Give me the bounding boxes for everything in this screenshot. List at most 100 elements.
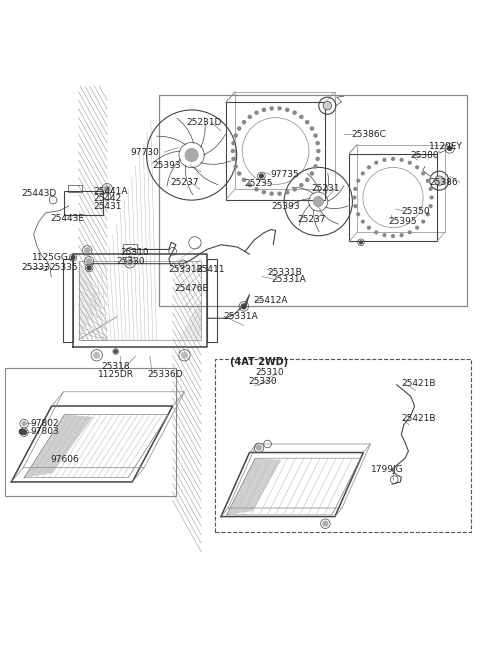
Bar (159, 95, 467, 306)
Circle shape (238, 127, 241, 130)
Text: 25231D: 25231D (187, 118, 222, 127)
Text: 97730: 97730 (131, 148, 159, 157)
Text: 25237: 25237 (170, 178, 199, 187)
Circle shape (22, 430, 26, 435)
Circle shape (383, 234, 386, 236)
Bar (64, 191, 103, 215)
Circle shape (448, 147, 452, 151)
Circle shape (232, 158, 235, 160)
Circle shape (323, 101, 332, 110)
Circle shape (357, 180, 360, 182)
Circle shape (104, 186, 110, 192)
Bar (215, 359, 471, 532)
Text: 25443E: 25443E (50, 214, 84, 223)
Bar (357, 145, 445, 233)
Text: 25333: 25333 (22, 264, 50, 273)
Circle shape (185, 149, 198, 162)
Circle shape (368, 166, 370, 169)
Circle shape (306, 121, 309, 124)
Circle shape (270, 192, 273, 195)
Text: 25318: 25318 (101, 362, 130, 371)
Circle shape (293, 188, 296, 191)
Circle shape (255, 188, 258, 191)
Text: 25331A: 25331A (223, 312, 258, 321)
Text: 25335: 25335 (49, 264, 78, 273)
Circle shape (181, 353, 187, 358)
Circle shape (231, 149, 234, 152)
Circle shape (232, 141, 235, 145)
Circle shape (314, 165, 317, 168)
Bar (62, 259, 73, 342)
Circle shape (426, 180, 429, 182)
Bar (68, 185, 82, 192)
Bar (79, 262, 201, 340)
Polygon shape (179, 300, 201, 340)
Text: 25331B: 25331B (169, 266, 204, 275)
Circle shape (361, 220, 364, 223)
Bar (79, 262, 201, 340)
Text: 25330: 25330 (248, 377, 276, 386)
Text: 25393: 25393 (271, 202, 300, 211)
Circle shape (242, 121, 245, 124)
Circle shape (361, 172, 364, 175)
Circle shape (375, 231, 378, 234)
Text: (4AT 2WD): (4AT 2WD) (229, 357, 288, 368)
Circle shape (278, 107, 281, 110)
Circle shape (300, 183, 303, 187)
Circle shape (311, 172, 313, 175)
Text: 25380: 25380 (411, 151, 439, 160)
Circle shape (263, 191, 265, 194)
Circle shape (416, 166, 419, 169)
Polygon shape (24, 415, 93, 477)
Text: 25386C: 25386C (351, 130, 386, 139)
Text: 25350: 25350 (401, 207, 430, 216)
Circle shape (255, 111, 258, 114)
Circle shape (375, 162, 378, 164)
Circle shape (306, 178, 309, 182)
Circle shape (260, 174, 263, 178)
Text: 97735: 97735 (271, 171, 300, 180)
Circle shape (408, 162, 411, 164)
Polygon shape (79, 262, 101, 340)
Circle shape (114, 350, 117, 353)
Text: 25393: 25393 (152, 161, 180, 170)
Circle shape (286, 109, 289, 111)
Text: 25421B: 25421B (401, 379, 436, 388)
Circle shape (263, 109, 265, 111)
Text: 25336D: 25336D (147, 370, 183, 379)
Text: 25386: 25386 (430, 178, 458, 187)
Circle shape (316, 158, 319, 160)
Circle shape (71, 256, 75, 260)
Circle shape (400, 234, 403, 236)
Circle shape (234, 165, 237, 168)
Text: 25231: 25231 (311, 184, 340, 193)
Circle shape (426, 213, 429, 216)
Bar (207, 259, 217, 342)
Circle shape (317, 149, 320, 152)
Text: 25421B: 25421B (401, 414, 436, 423)
Text: 25310: 25310 (120, 248, 149, 257)
Circle shape (270, 107, 273, 110)
Text: 25411: 25411 (196, 266, 225, 275)
Circle shape (354, 187, 357, 191)
Text: 25395: 25395 (388, 217, 417, 226)
Circle shape (311, 127, 313, 130)
Text: 97606: 97606 (50, 455, 79, 464)
Circle shape (242, 178, 245, 182)
Text: 25310: 25310 (255, 368, 284, 377)
Text: 25441A: 25441A (93, 187, 127, 196)
Circle shape (87, 266, 91, 270)
Bar (235, 92, 335, 189)
Circle shape (416, 226, 419, 229)
Polygon shape (227, 458, 281, 515)
Circle shape (323, 521, 328, 526)
Bar (5, 368, 176, 496)
Circle shape (400, 158, 403, 162)
Text: 25412A: 25412A (253, 296, 288, 305)
Text: 25476E: 25476E (175, 284, 209, 293)
Circle shape (87, 259, 92, 264)
Circle shape (94, 353, 99, 358)
Text: 25443D: 25443D (22, 189, 57, 198)
Circle shape (85, 248, 90, 253)
Circle shape (368, 226, 370, 229)
